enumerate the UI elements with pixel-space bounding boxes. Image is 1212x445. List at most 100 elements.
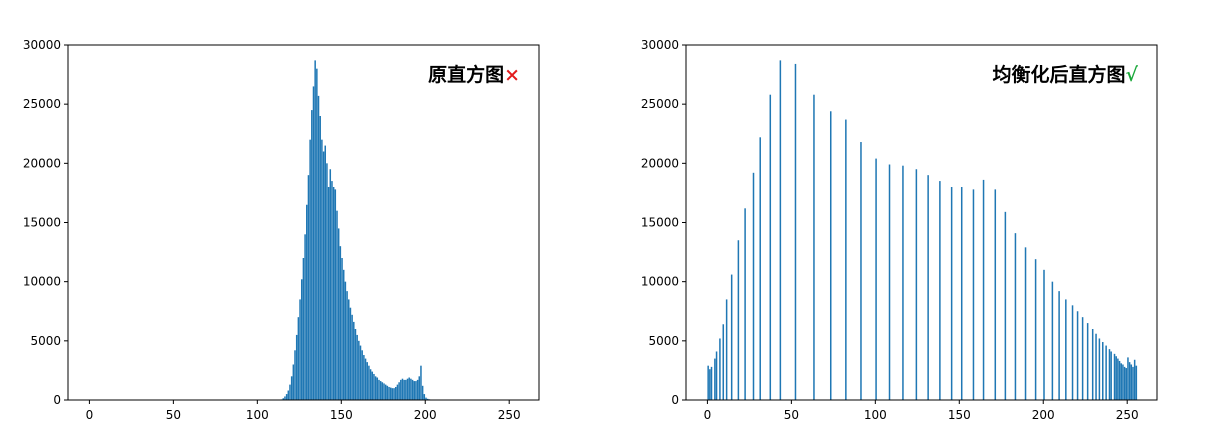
histogram-bar: [722, 324, 725, 400]
histogram-bar: [902, 165, 904, 400]
histogram-bar: [1135, 365, 1138, 400]
histogram-bar: [337, 228, 340, 400]
chart-title-text: 原直方图: [428, 63, 504, 86]
y-tick-label: 0: [53, 393, 61, 407]
x-tick-label: 100: [246, 408, 269, 422]
x-tick-label: 150: [330, 408, 353, 422]
histogram-bar: [349, 307, 352, 400]
histogram-bar: [306, 204, 308, 400]
histogram-bar: [415, 381, 417, 400]
histogram-bar: [289, 384, 291, 400]
histogram-bar: [710, 366, 713, 400]
histogram-bar: [373, 373, 375, 400]
histogram-bar: [391, 388, 394, 400]
histogram-bar: [384, 384, 387, 400]
histogram-bar: [1076, 311, 1079, 400]
histogram-bar: [341, 258, 343, 400]
histogram-bar: [1034, 259, 1037, 400]
histogram-bar: [307, 175, 310, 400]
histogram-bar: [332, 187, 335, 400]
x-tick-label: 100: [864, 408, 887, 422]
histogram-bar: [1065, 299, 1067, 400]
histogram-bar: [282, 398, 285, 400]
histogram-bar: [386, 385, 389, 400]
histogram-bar: [709, 369, 711, 400]
histogram-bar: [311, 110, 313, 400]
histogram-bar: [1043, 269, 1045, 400]
histogram-bar: [378, 379, 380, 400]
histogram-bar: [336, 210, 338, 400]
histogram-bar: [346, 291, 348, 400]
x-tick-label: 200: [414, 408, 437, 422]
histogram-bar: [395, 386, 397, 400]
histogram-bar: [331, 181, 333, 400]
x-tick-label: 50: [784, 408, 799, 422]
chart-title: 均衡化后直方图√: [992, 63, 1138, 86]
histogram-bar: [939, 181, 941, 400]
histogram-bar: [379, 381, 382, 400]
histogram-bar: [860, 142, 862, 400]
histogram-bar: [299, 299, 301, 400]
histogram-bar: [398, 382, 400, 400]
x-tick-label: 150: [948, 408, 971, 422]
histogram-bar: [769, 94, 772, 400]
histogram-bar: [1113, 353, 1116, 400]
histogram-bar: [779, 60, 782, 400]
histogram-bar: [358, 340, 360, 400]
histogram-bar: [363, 355, 365, 400]
histogram-bar: [1051, 281, 1054, 400]
histogram-bar: [290, 376, 293, 400]
y-tick-label: 30000: [23, 38, 61, 52]
chart-title-mark: √: [1126, 64, 1139, 86]
histogram-bar: [403, 379, 405, 400]
histogram-bar: [317, 95, 320, 400]
histogram-bar: [1105, 345, 1107, 400]
histogram-bar: [376, 377, 379, 400]
chart-title: 原直方图×: [428, 63, 520, 86]
histogram-bar: [413, 381, 415, 400]
histogram-bar: [1024, 247, 1027, 400]
y-tick-label: 20000: [23, 156, 61, 170]
histogram-bar: [1133, 359, 1136, 400]
histogram-bar: [759, 137, 761, 401]
y-tick-label: 15000: [23, 216, 61, 230]
histogram-bar: [888, 164, 891, 400]
histogram-bar: [393, 388, 395, 400]
histogram-bar: [411, 379, 414, 400]
histogram-bar: [374, 376, 377, 400]
histogram-bar: [312, 86, 315, 401]
histogram-bar: [813, 94, 815, 400]
x-tick-label: 50: [166, 408, 181, 422]
histogram-bar: [425, 397, 427, 400]
histogram-bar: [1086, 323, 1089, 400]
histogram-bar: [405, 379, 407, 400]
histogram-bar: [794, 63, 797, 401]
axes-frame: [685, 44, 1158, 401]
histogram-bar: [1117, 358, 1119, 400]
histogram-bar: [410, 378, 412, 400]
histogram-bar: [1058, 291, 1060, 400]
histogram-bar: [421, 385, 424, 400]
histogram-bar: [364, 358, 367, 400]
histogram-bar: [1095, 333, 1097, 400]
histogram-bar: [368, 365, 370, 400]
histogram-bar: [351, 314, 353, 400]
histogram-bar: [707, 365, 709, 400]
histogram-bar: [342, 269, 345, 400]
histogram-bar: [719, 338, 721, 400]
histogram-bar: [714, 358, 716, 400]
histogram-bar: [348, 299, 350, 400]
histogram-bar: [1127, 357, 1129, 400]
histogram-bar: [982, 179, 985, 400]
histogram-bar: [381, 382, 384, 400]
x-tick-label: 200: [1032, 408, 1055, 422]
histogram-bar: [359, 345, 362, 400]
histogram-bar: [356, 334, 358, 400]
x-tick-label: 250: [498, 408, 521, 422]
histogram-bar: [875, 158, 877, 400]
histogram-bar: [725, 299, 728, 400]
histogram-bar: [420, 365, 422, 400]
histogram-bar: [845, 119, 847, 401]
histogram-bar: [297, 317, 300, 400]
